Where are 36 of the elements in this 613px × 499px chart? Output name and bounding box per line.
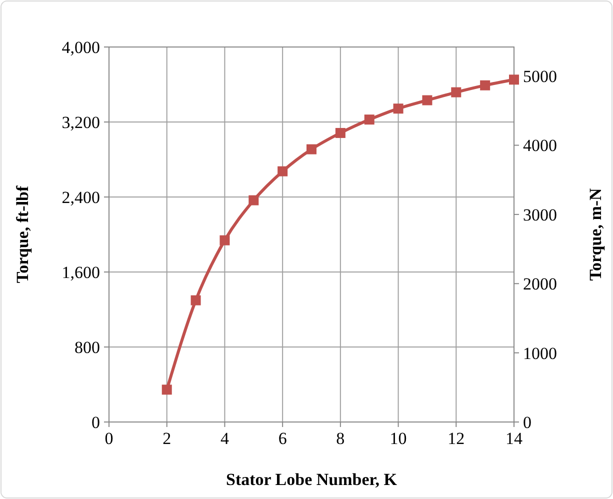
y2-tick-label: 3000	[523, 205, 557, 224]
point	[364, 114, 374, 125]
point	[451, 87, 462, 98]
point	[422, 95, 432, 106]
point	[509, 74, 519, 85]
y-tick-label: 2,400	[62, 188, 100, 207]
x-tick-label: 8	[336, 429, 345, 448]
point	[220, 235, 230, 246]
y2-tick-label: 0	[523, 412, 532, 432]
x-tick-label: 0	[104, 429, 114, 448]
y-tick-label: 800	[74, 338, 100, 357]
point	[190, 295, 201, 306]
point	[162, 384, 172, 395]
y2-tick-label: 5000	[523, 67, 557, 86]
point	[278, 166, 288, 176]
x-tick-label: 14	[506, 429, 523, 448]
y2-tick-label: 2000	[523, 274, 557, 294]
y-axis-title: Torque, ft-lbf	[13, 186, 32, 284]
y2-tick-label: 4000	[523, 136, 557, 156]
y2-tick-label: 1000	[523, 344, 557, 363]
x-tick-label: 2	[162, 429, 172, 448]
y2-axis-title: Torque, m-N	[586, 187, 605, 281]
x-axis-title: Stator Lobe Number, K	[226, 470, 398, 489]
point	[335, 128, 346, 138]
point	[248, 195, 259, 206]
x-tick-label: 12	[448, 429, 465, 448]
y-tick-label: 4,000	[62, 38, 100, 57]
y-tick-label: 1,600	[62, 262, 100, 282]
x-tick-label: 6	[278, 429, 287, 448]
point	[393, 104, 404, 114]
x-tick-label: 4	[220, 429, 230, 448]
y-tick-label: 3,200	[62, 112, 100, 132]
y-tick-label: 0	[92, 412, 100, 432]
point	[480, 80, 490, 90]
point	[306, 144, 316, 154]
x-tick-label: 10	[390, 429, 407, 448]
